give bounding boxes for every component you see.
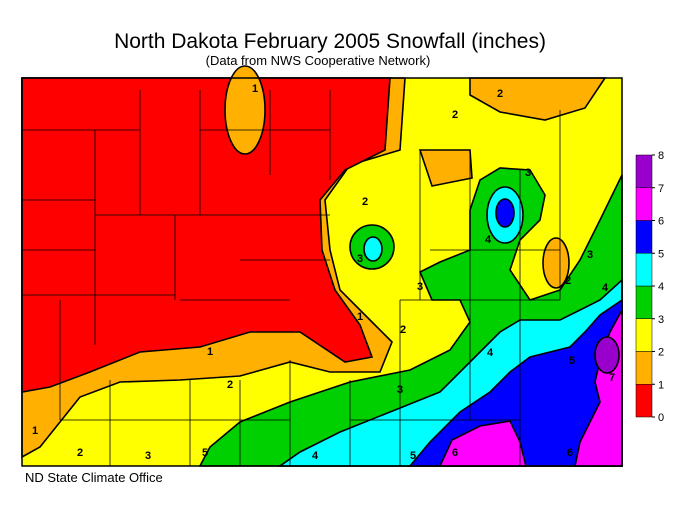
contour-label: 2 — [400, 324, 406, 336]
legend-tick-label: 7 — [658, 183, 664, 195]
legend-tick-label: 1 — [658, 379, 664, 391]
legend-swatch — [635, 318, 653, 352]
contour-label: 2 — [77, 447, 83, 459]
legend-tick-label: 2 — [658, 347, 664, 359]
contour-label: 1 — [252, 83, 258, 95]
legend-swatch — [635, 187, 653, 221]
contour-label: 4 — [312, 450, 319, 462]
contour-labels: 1 2 2 2 3 3 4 3 2 1 1 2 3 4 3 2 4 5 6 6 5 4 5 3 2 1 7 — [32, 83, 615, 462]
contour-label: 3 — [525, 167, 531, 179]
region-4-5 — [363, 236, 383, 262]
contour-label: 3 — [417, 281, 423, 293]
legend-swatch — [635, 154, 653, 188]
contour-label: 6 — [567, 447, 573, 459]
county-lines — [22, 90, 561, 466]
legend-swatch — [635, 384, 653, 418]
legend-swatch — [635, 220, 653, 254]
contour-label: 4 — [485, 234, 492, 246]
contour-label: 5 — [410, 450, 416, 462]
contour-label: 2 — [565, 275, 571, 287]
subtitle: (Data from NWS Cooperative Network) — [206, 53, 431, 68]
contour-label: 3 — [145, 450, 151, 462]
contour-label: 3 — [357, 253, 363, 265]
contour-label: 5 — [202, 447, 208, 459]
legend-tick-label: 6 — [658, 216, 664, 228]
region-7-8 — [594, 336, 620, 374]
contour-label: 2 — [227, 379, 233, 391]
legend: 0 1 2 3 4 5 6 7 8 — [635, 150, 664, 424]
legend-tick-label: 4 — [658, 281, 664, 293]
contour-label: 4 — [487, 347, 494, 359]
legend-swatch — [635, 351, 653, 385]
region-1-2 — [542, 237, 570, 289]
contour-label: 1 — [207, 346, 213, 358]
contour-label: 4 — [602, 282, 609, 294]
snowfall-map: 1 2 2 2 3 3 4 3 2 1 1 2 3 4 3 2 4 5 6 6 5 4 5 3 2 1 7 — [21, 65, 623, 467]
region-0-1 — [21, 77, 391, 393]
legend-tick-label: 3 — [658, 314, 664, 326]
contour-label: 6 — [452, 447, 458, 459]
contour-label: 1 — [357, 311, 363, 323]
contour-label: 7 — [609, 372, 615, 384]
region-5-6 — [495, 198, 515, 228]
state-border — [21, 77, 623, 467]
contour-label: 3 — [587, 249, 593, 261]
contour-label: 2 — [362, 196, 368, 208]
legend-tick-label: 8 — [658, 150, 664, 162]
legend-tick-label: 0 — [658, 412, 664, 424]
legend-tick-label: 5 — [658, 248, 664, 260]
region-1-2 — [224, 65, 266, 155]
contour-label: 3 — [397, 384, 403, 396]
contour-label: 2 — [452, 109, 458, 121]
legend-swatch — [635, 253, 653, 287]
legend-swatch — [635, 285, 653, 319]
contour-label: 5 — [569, 355, 575, 367]
title: North Dakota February 2005 Snowfall (inc… — [114, 30, 546, 53]
credit: ND State Climate Office — [25, 470, 163, 485]
contour-label: 1 — [32, 425, 38, 437]
region-1-2 — [418, 149, 473, 187]
contour-label: 2 — [497, 88, 503, 100]
